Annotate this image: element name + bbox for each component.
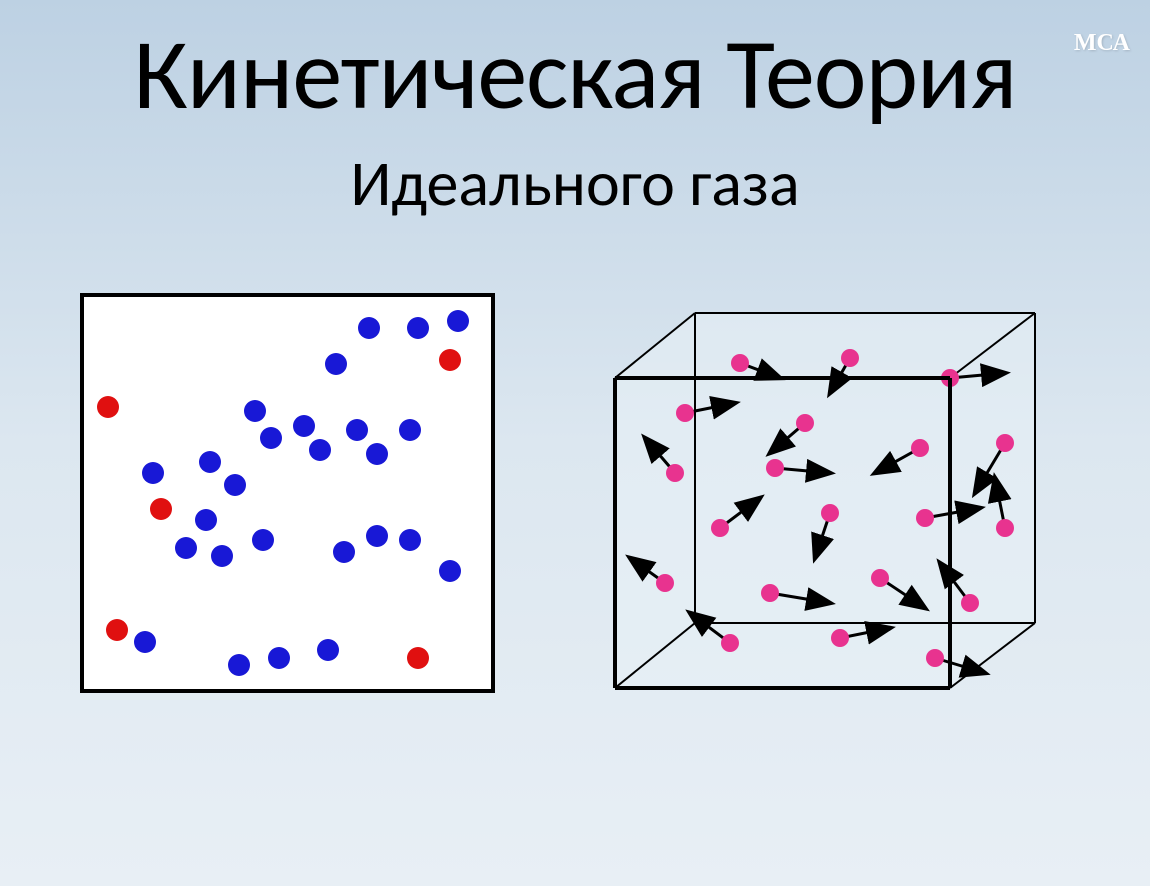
particles-2d-panel xyxy=(80,293,495,693)
particle-dot xyxy=(439,349,461,371)
particle-dot xyxy=(175,537,197,559)
particle-dot xyxy=(676,404,694,422)
particle-dot xyxy=(871,569,889,587)
particle-dot xyxy=(399,529,421,551)
corner-label: МСА xyxy=(1074,30,1130,57)
particle-dot xyxy=(996,434,1014,452)
particle-dot xyxy=(195,509,217,531)
particle-dot xyxy=(142,462,164,484)
particle-dot xyxy=(211,545,233,567)
diagram-row xyxy=(0,293,1150,708)
particle-dot xyxy=(134,631,156,653)
particle-dot xyxy=(831,629,849,647)
particle-dot xyxy=(358,317,380,339)
particle-dot xyxy=(252,529,274,551)
main-title: Кинетическая Теория xyxy=(0,22,1150,127)
particle-dot xyxy=(731,354,749,372)
particle-dot xyxy=(224,474,246,496)
particle-dot xyxy=(317,639,339,661)
particle-dot xyxy=(439,560,461,582)
particle-dot xyxy=(97,396,119,418)
particle-dot xyxy=(911,439,929,457)
particle-dot xyxy=(333,541,355,563)
particle-dot xyxy=(721,634,739,652)
particle-dot xyxy=(916,509,934,527)
particle-dot xyxy=(268,647,290,669)
particle-dot xyxy=(447,310,469,332)
particle-dot xyxy=(996,519,1014,537)
particle-dot xyxy=(711,519,729,537)
particle-dot xyxy=(656,574,674,592)
particle-dot xyxy=(926,649,944,667)
particle-dot xyxy=(666,464,684,482)
particle-dot xyxy=(325,353,347,375)
particle-dot xyxy=(244,400,266,422)
particle-dot xyxy=(106,619,128,641)
particle-dot xyxy=(796,414,814,432)
particle-dot xyxy=(766,459,784,477)
particle-dot xyxy=(761,584,779,602)
particles-3d-cube xyxy=(570,293,1070,708)
particle-dot xyxy=(293,415,315,437)
particle-dot xyxy=(399,419,421,441)
particle-dot xyxy=(821,504,839,522)
particle-dot xyxy=(199,451,221,473)
particle-dot xyxy=(150,498,172,520)
particle-dot xyxy=(309,439,331,461)
subtitle: Идеального газа xyxy=(0,145,1150,223)
particle-dot xyxy=(407,647,429,669)
particle-dot xyxy=(961,594,979,612)
particle-dot xyxy=(366,443,388,465)
particle-dot xyxy=(346,419,368,441)
particle-dot xyxy=(260,427,282,449)
particle-dot xyxy=(407,317,429,339)
particle-dot xyxy=(228,654,250,676)
particle-dot xyxy=(841,349,859,367)
particle-dot xyxy=(366,525,388,547)
